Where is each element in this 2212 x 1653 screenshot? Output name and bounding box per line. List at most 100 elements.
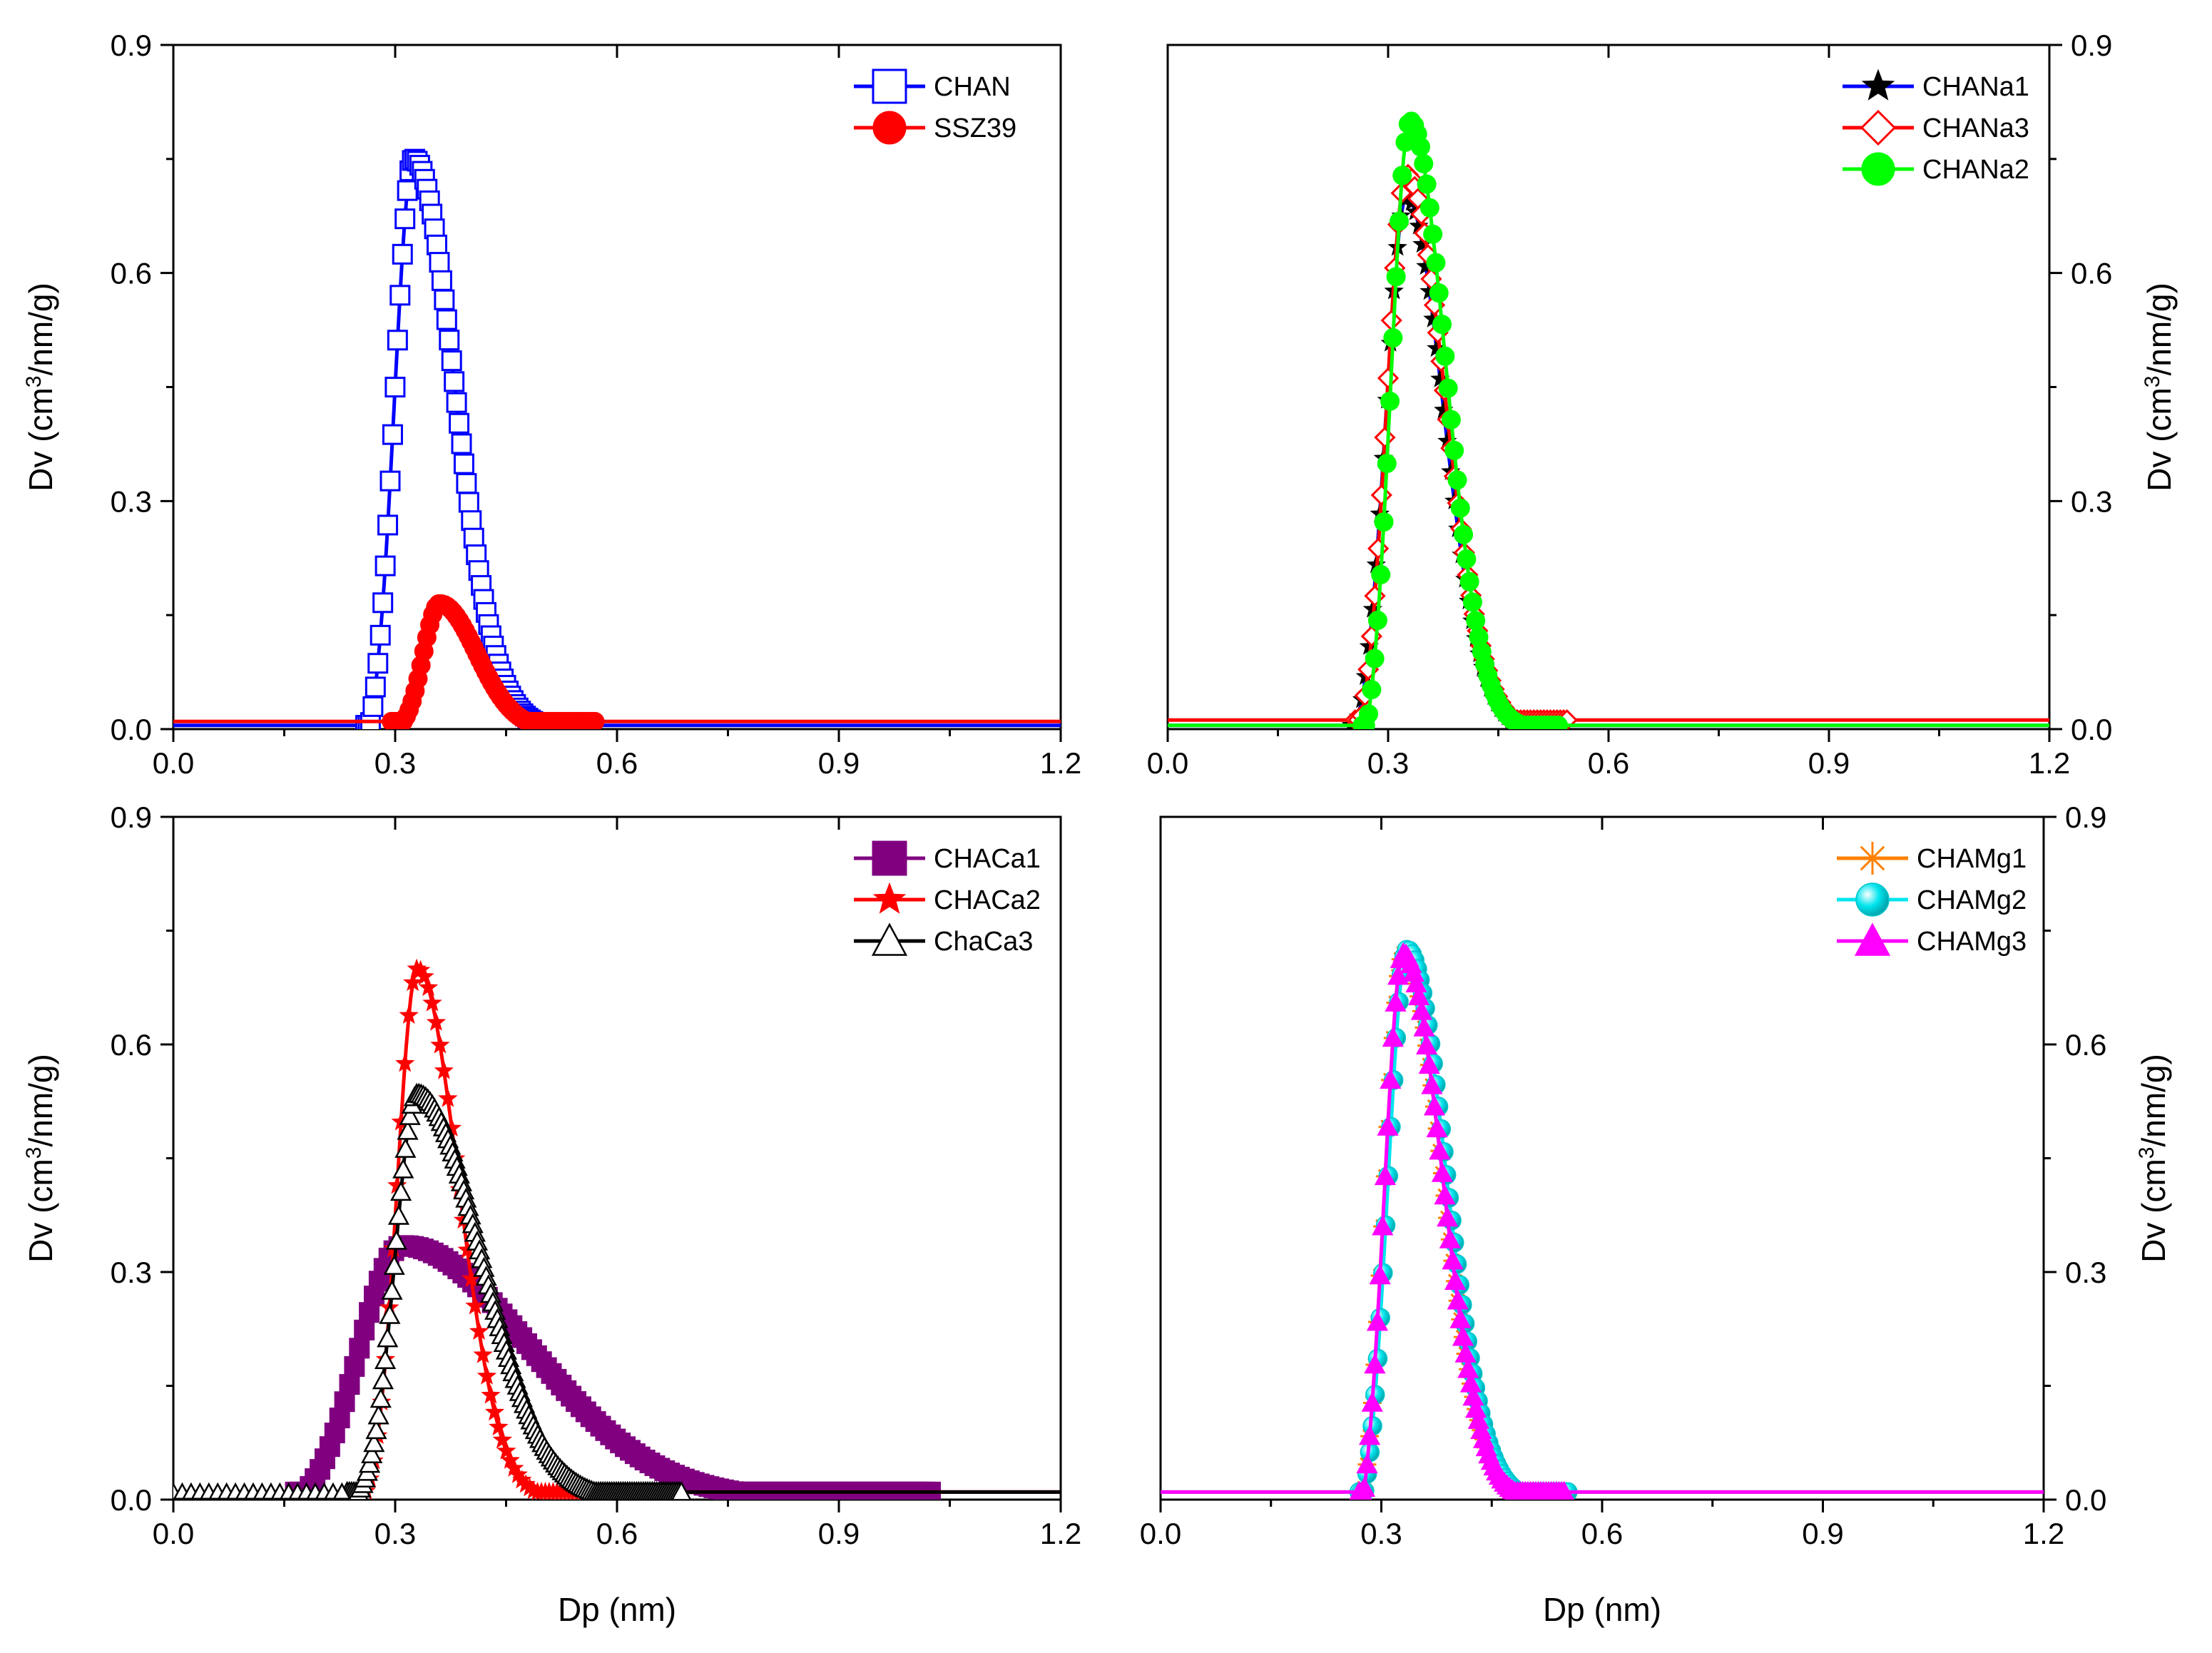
legend-label: CHANa2 bbox=[1922, 155, 2029, 185]
data-point bbox=[1423, 224, 1443, 244]
legend: CHAMg1 CHAMg2 CHAMg3 bbox=[1837, 842, 2027, 957]
chart-panel-bottom-right: 0.0 0.3 0.6 0.9 1.20.00.30.60.9Dv (cm3/nm/g)… bbox=[1140, 800, 2172, 1628]
series-line bbox=[173, 601, 1061, 723]
data-point bbox=[332, 1482, 352, 1500]
x-tick-label: 0.6 bbox=[1581, 1517, 1623, 1550]
plot-frame bbox=[172, 44, 1062, 731]
y-tick-label: 0.9 bbox=[2065, 800, 2106, 834]
y-tick-label: 0.6 bbox=[2071, 257, 2112, 290]
chart-panel-top-left: 0.0 0.3 0.6 0.9 1.2 0.0 0.3 0.6 0.9 Dv (cm3/nm/g)… bbox=[22, 29, 1081, 780]
y-tick-label: 0.6 bbox=[111, 1028, 152, 1062]
y-tick-label: 0.6 bbox=[111, 257, 152, 290]
series-line bbox=[1168, 195, 2049, 728]
data-point bbox=[1439, 1228, 1461, 1248]
data-point bbox=[473, 1344, 493, 1363]
data-point bbox=[476, 1365, 497, 1385]
series-CHACa2 bbox=[173, 958, 1061, 1500]
data-point bbox=[438, 1088, 458, 1107]
data-point bbox=[1371, 564, 1391, 584]
data-point bbox=[1421, 1074, 1443, 1094]
data-point bbox=[381, 1279, 403, 1300]
data-point bbox=[492, 1430, 513, 1449]
data-point bbox=[394, 208, 416, 230]
data-point bbox=[1432, 315, 1452, 335]
data-point bbox=[344, 1356, 365, 1377]
legend: CHACa1 CHACa2 ChaCa3 bbox=[854, 840, 1041, 957]
data-point bbox=[429, 252, 450, 273]
data-point bbox=[414, 966, 434, 985]
data-point bbox=[422, 992, 442, 1012]
data-point bbox=[1454, 524, 1474, 544]
data-point bbox=[1459, 571, 1479, 591]
data-point bbox=[339, 1374, 360, 1395]
data-point bbox=[469, 1321, 489, 1340]
data-point bbox=[1374, 512, 1394, 532]
data-point bbox=[387, 1204, 410, 1225]
data-point bbox=[1418, 1054, 1440, 1074]
x-tick-label: 0.0 bbox=[1147, 746, 1188, 780]
x-tick-label: 0.0 bbox=[153, 1517, 194, 1550]
data-point bbox=[1429, 283, 1449, 303]
data-point bbox=[354, 1319, 375, 1341]
legend-marker bbox=[1854, 922, 1891, 956]
series-CHANa3 bbox=[1168, 163, 2049, 729]
data-point bbox=[1374, 1165, 1397, 1186]
data-point bbox=[402, 972, 423, 992]
data-point bbox=[377, 514, 399, 536]
data-point bbox=[500, 1450, 520, 1469]
data-point bbox=[349, 1338, 370, 1359]
y-axis-title: Dv (cm3/nm/g) bbox=[22, 283, 59, 492]
y-tick-label: 0.9 bbox=[111, 800, 152, 834]
data-point bbox=[1370, 484, 1392, 507]
data-point bbox=[374, 1349, 397, 1369]
data-point bbox=[1426, 253, 1446, 273]
data-point bbox=[367, 1404, 389, 1425]
data-point bbox=[1377, 454, 1397, 474]
data-point bbox=[1365, 649, 1385, 668]
x-tick-label: 0.6 bbox=[596, 746, 638, 780]
legend-marker bbox=[872, 68, 907, 104]
series-line bbox=[173, 157, 1061, 728]
data-point bbox=[374, 555, 396, 576]
data-point bbox=[1447, 470, 1467, 490]
data-point bbox=[1380, 1069, 1402, 1089]
data-point bbox=[1452, 1326, 1474, 1346]
data-point bbox=[1387, 965, 1410, 985]
x-tick-label: 0.0 bbox=[1140, 1517, 1181, 1550]
data-point bbox=[1410, 1000, 1432, 1020]
data-point bbox=[489, 1416, 509, 1436]
y-tick-label: 0.0 bbox=[2065, 1483, 2106, 1517]
x-tick-label: 0.0 bbox=[153, 746, 194, 780]
series-line bbox=[1161, 951, 2044, 1494]
data-point bbox=[361, 1443, 383, 1463]
legend-marker bbox=[1860, 109, 1897, 146]
series-CHAMg3 bbox=[1161, 942, 2044, 1500]
legend-label: CHAMg2 bbox=[1917, 885, 2027, 915]
data-point bbox=[1369, 1264, 1391, 1285]
data-point bbox=[1382, 1027, 1404, 1047]
data-point bbox=[1447, 1289, 1469, 1310]
data-point bbox=[1385, 991, 1407, 1012]
y-tick-label: 0.3 bbox=[111, 1256, 152, 1289]
series-CHAMg1 bbox=[1161, 944, 2044, 1500]
data-point bbox=[397, 180, 418, 201]
data-point bbox=[377, 1327, 399, 1348]
data-point bbox=[383, 1254, 405, 1275]
data-point bbox=[1353, 1477, 1375, 1497]
data-point bbox=[392, 243, 413, 265]
data-point bbox=[1389, 211, 1409, 231]
x-tick-label: 1.2 bbox=[2023, 1517, 2064, 1550]
data-point bbox=[1423, 1095, 1446, 1116]
series-line bbox=[173, 966, 1061, 1494]
y-axis-title: Dv (cm3/nm/g) bbox=[22, 1054, 59, 1263]
legend-label: CHACa1 bbox=[934, 844, 1041, 874]
x-tick-label: 0.3 bbox=[374, 1517, 416, 1550]
data-point bbox=[436, 309, 457, 330]
legend-marker bbox=[1855, 883, 1890, 917]
data-point bbox=[385, 1229, 407, 1250]
data-point bbox=[399, 1004, 419, 1024]
y-tick-label: 0.0 bbox=[111, 713, 152, 746]
x-tick-label: 0.9 bbox=[1808, 746, 1850, 780]
series-ChaCa3 bbox=[173, 1082, 1061, 1500]
